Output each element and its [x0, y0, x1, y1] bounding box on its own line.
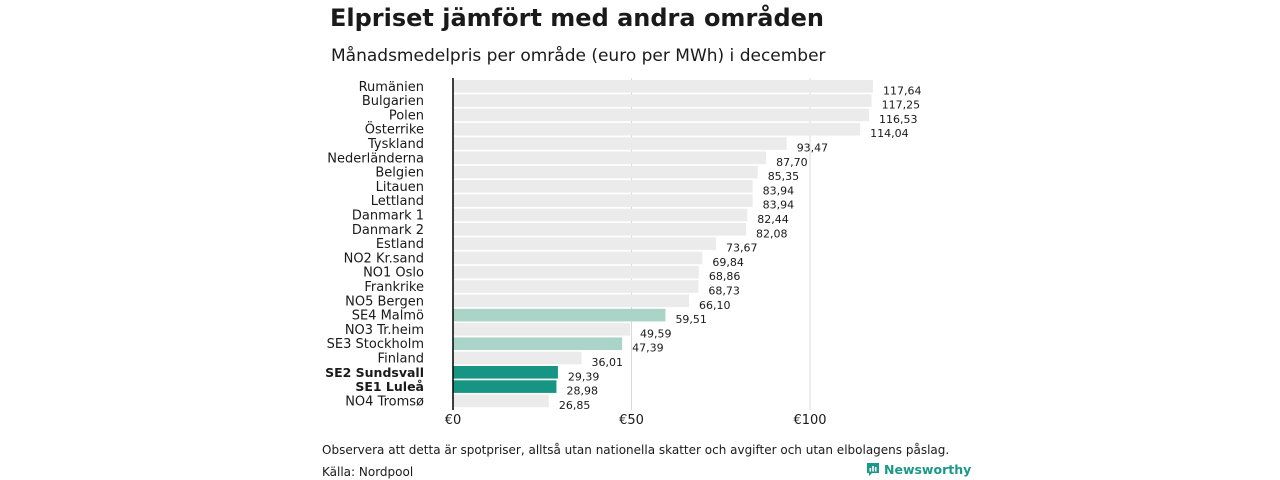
bar — [453, 122, 861, 136]
category-label: Finland — [378, 352, 424, 367]
bar — [453, 165, 758, 179]
bar — [453, 251, 703, 265]
value-label: 87,70 — [776, 156, 808, 169]
category-label: Nederländerna — [327, 151, 424, 166]
bar — [453, 308, 666, 322]
brand-name: Newsworthy — [884, 462, 972, 477]
category-label: NO5 Bergen — [345, 294, 424, 309]
value-label: 68,73 — [708, 285, 740, 298]
value-label: 29,39 — [568, 370, 600, 383]
category-label: Rumänien — [359, 80, 424, 95]
value-label: 28,98 — [566, 385, 598, 398]
category-label: SE4 Malmö — [352, 309, 424, 324]
bar — [453, 265, 699, 279]
value-label: 114,04 — [870, 127, 909, 140]
bar — [453, 223, 747, 236]
category-label: Estland — [376, 237, 424, 252]
category-label: SE1 Luleå — [355, 379, 424, 394]
value-label: 26,85 — [559, 399, 591, 412]
bar — [453, 337, 623, 350]
chart-subtitle: Månadsmedelpris per område (euro per MWh… — [331, 46, 826, 66]
chart-title: Elpriset jämfört med andra områden — [330, 4, 825, 32]
value-label: 82,08 — [756, 227, 788, 240]
source-credit: Källa: Nordpool — [322, 465, 414, 479]
footnote: Observera att detta är spotpriser, allts… — [322, 443, 950, 457]
bar — [453, 108, 870, 122]
value-label: 93,47 — [797, 142, 829, 155]
value-label: 66,10 — [699, 299, 731, 312]
bar — [453, 351, 582, 365]
bar — [453, 323, 631, 336]
value-label: 47,39 — [632, 342, 664, 355]
bar — [453, 80, 873, 93]
value-label: 36,01 — [592, 356, 624, 369]
value-label: 83,94 — [763, 184, 795, 197]
value-label: 68,86 — [709, 270, 741, 283]
category-label: NO4 Tromsø — [345, 394, 424, 409]
value-label: 69,84 — [712, 256, 744, 269]
bar — [453, 294, 689, 308]
category-label: Tyskland — [367, 137, 424, 152]
value-label: 83,94 — [763, 199, 795, 212]
category-label: NO3 Tr.heim — [345, 323, 424, 338]
category-label: Danmark 2 — [352, 223, 424, 238]
category-label: Danmark 1 — [352, 209, 424, 224]
category-label: SE3 Stockholm — [327, 337, 424, 352]
value-label: 73,67 — [726, 242, 758, 255]
bar — [453, 394, 549, 408]
value-label: 117,25 — [882, 99, 921, 112]
newsworthy-logo-icon — [867, 463, 879, 476]
brand-logo: Newsworthy — [866, 462, 971, 477]
category-label: Österrike — [365, 121, 424, 138]
bar — [453, 151, 767, 165]
bar — [453, 94, 872, 107]
x-tick-label: €0 — [445, 413, 462, 428]
bar — [453, 208, 748, 222]
value-label: 116,53 — [879, 113, 918, 126]
value-label: 117,64 — [883, 84, 922, 97]
x-tick-label: €100 — [793, 413, 826, 428]
bar — [453, 380, 557, 393]
bar — [453, 137, 787, 150]
value-label: 59,51 — [675, 313, 707, 326]
value-label: 49,59 — [640, 327, 672, 340]
category-label: Lettland — [371, 194, 424, 209]
category-label: Belgien — [375, 166, 424, 181]
value-label: 85,35 — [768, 170, 800, 183]
category-label: Polen — [389, 108, 424, 123]
category-label: NO1 Oslo — [363, 266, 424, 281]
bar — [453, 366, 558, 379]
category-label: Bulgarien — [362, 94, 424, 109]
bar — [453, 180, 753, 193]
category-label: NO2 Kr.sand — [344, 251, 424, 266]
category-label: SE2 Sundsvall — [325, 365, 424, 380]
category-label: Litauen — [376, 180, 424, 195]
bar — [453, 194, 753, 207]
bar — [453, 237, 717, 250]
bar — [453, 280, 699, 293]
x-tick-label: €50 — [619, 413, 644, 428]
category-label: Frankrike — [364, 280, 424, 295]
value-label: 82,44 — [757, 213, 789, 226]
